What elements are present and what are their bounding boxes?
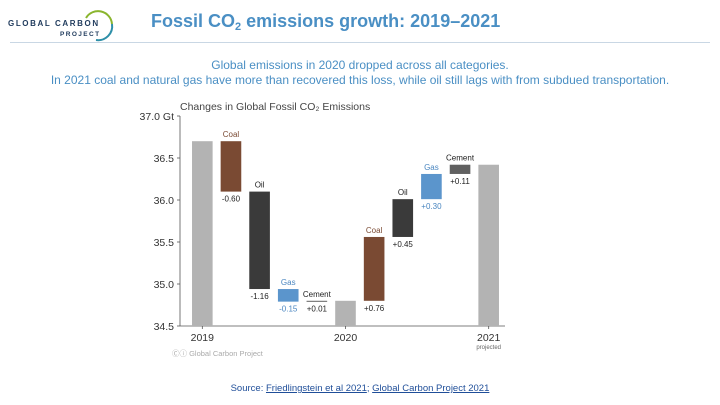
bar-cement — [449, 164, 471, 174]
bar-category-label: Coal — [366, 226, 383, 235]
y-tick-label: 37.0 Gt — [140, 111, 175, 123]
bar-value-label: +0.11 — [450, 177, 470, 186]
source-link-gcp[interactable]: Global Carbon Project 2021 — [372, 383, 490, 394]
bar-cement — [306, 300, 328, 302]
waterfall-chart: Changes in Global Fossil CO₂ Emissions 34… — [140, 101, 505, 358]
chart-title: Changes in Global Fossil CO₂ Emissions — [180, 101, 370, 113]
bar-category-label: Cement — [303, 290, 332, 299]
logo-arc-graphic — [85, 10, 114, 42]
bar-category-label: Oil — [398, 188, 408, 197]
bar-total — [478, 164, 499, 326]
bar-category-label: Gas — [424, 163, 439, 172]
y-tick-label: 35.5 — [154, 237, 175, 249]
y-tick-label: 35.0 — [154, 279, 175, 291]
y-tick-label: 36.0 — [154, 195, 175, 207]
page-title: Fossil CO2 emissions growth: 2019–2021 — [151, 11, 500, 33]
title-divider — [10, 42, 710, 43]
bar-value-label: +0.76 — [364, 304, 385, 313]
bar-oil — [249, 191, 270, 290]
y-tick-label: 36.5 — [154, 153, 175, 165]
bar-total — [192, 141, 213, 326]
title-subscript: 2 — [235, 21, 242, 33]
bar-category-label: Oil — [255, 181, 265, 190]
bar-category-label: Cement — [446, 154, 475, 163]
bar-value-label: -0.60 — [222, 195, 241, 204]
bar-value-label: -0.15 — [279, 305, 298, 314]
bar-value-label: -1.16 — [250, 292, 269, 301]
x-tick-sublabel: projected — [476, 345, 501, 351]
bar-gas — [277, 289, 299, 302]
logo-text-line1: GLOBAL CARBON — [8, 19, 100, 28]
source-separator: ; — [366, 383, 373, 394]
x-tick-label: 2021 — [477, 332, 501, 344]
y-tick-label: 34.5 — [154, 321, 175, 333]
bar-total — [335, 300, 356, 326]
gcp-logo: GLOBAL CARBON PROJECT — [8, 10, 128, 46]
bar-category-label: Coal — [223, 130, 240, 139]
bar-coal — [220, 141, 242, 192]
x-tick-label: 2020 — [334, 332, 358, 344]
subtitle-line-2: In 2021 coal and natural gas have more t… — [50, 73, 670, 87]
bar-value-label: +0.01 — [307, 305, 328, 314]
title-prefix: Fossil CO — [151, 11, 236, 31]
source-link-friedlingstein[interactable]: Friedlingstein et al 2021 — [265, 383, 367, 394]
bar-value-label: +0.45 — [393, 240, 414, 249]
source-prefix: Source: — [230, 383, 266, 394]
bar-coal — [363, 236, 385, 301]
source-citation: Source: Friedlingstein et al 2021; Globa… — [0, 383, 720, 394]
bar-oil — [392, 199, 414, 237]
bar-value-label: +0.30 — [421, 202, 442, 211]
x-tick-label: 2019 — [191, 332, 215, 344]
chart-copyright: Ⓒⓘ Global Carbon Project — [172, 349, 264, 358]
title-suffix: emissions growth: 2019–2021 — [241, 11, 501, 31]
bar-category-label: Gas — [281, 278, 296, 287]
bar-gas — [421, 173, 442, 200]
logo-text-line2: PROJECT — [60, 31, 101, 38]
subtitle-line-1: Global emissions in 2020 dropped across … — [211, 58, 509, 72]
